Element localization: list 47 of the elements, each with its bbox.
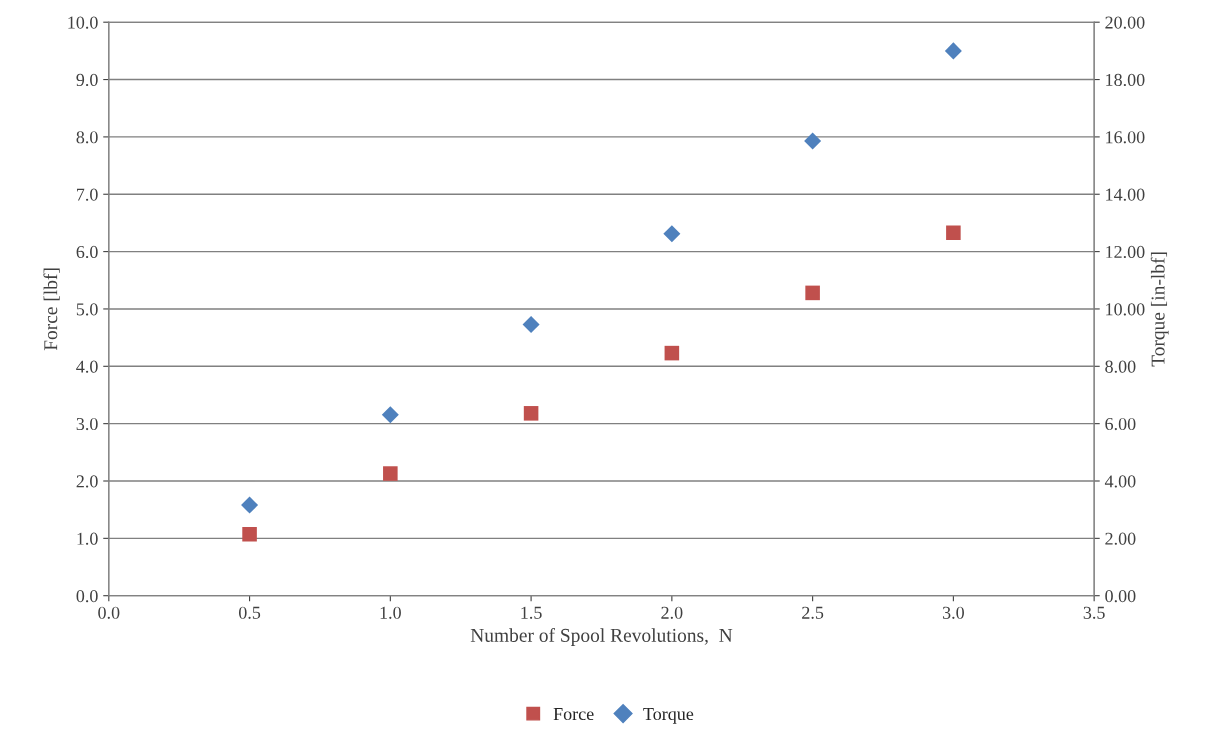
point — [664, 345, 680, 361]
y2-tick-label: 2.00 — [1105, 532, 1136, 545]
y-axis-title: Force [lbf] — [43, 268, 60, 351]
point — [381, 406, 399, 424]
y-tick-label: 5.0 — [76, 303, 98, 316]
point — [804, 132, 822, 150]
y-tick-label: 6.0 — [76, 245, 98, 259]
y-tick-label: 4.0 — [76, 360, 98, 373]
y-tick-label: 3.0 — [76, 417, 98, 431]
x-tick-label: 3.0 — [942, 606, 964, 619]
y2-tick-label: 14.00 — [1106, 188, 1145, 201]
point — [944, 42, 962, 60]
legend-label: Force — [553, 708, 594, 721]
y2-tick-label: 18.00 — [1106, 73, 1145, 87]
y2-tick-label: 20.00 — [1105, 16, 1145, 29]
y-tick-label: 1.0 — [77, 532, 98, 545]
point — [805, 285, 820, 301]
y2-axis-title: Torque [in-lbf] — [1150, 252, 1169, 367]
y-tick-label: 2.0 — [76, 475, 98, 488]
point — [383, 466, 398, 481]
y2-tick-label: 4.00 — [1104, 475, 1136, 488]
y2-tick-label: 10.00 — [1106, 303, 1145, 316]
y2-tick-label: 6.00 — [1105, 417, 1136, 431]
y2-tick-label: 16.00 — [1106, 131, 1145, 144]
x-axis-title: Number of Spool Revolutions, N — [470, 628, 733, 646]
point — [946, 225, 961, 240]
x-tick-label: 2.5 — [802, 606, 824, 619]
y2-tick-label: 12.00 — [1106, 245, 1145, 259]
y-tick-label: 8.0 — [76, 131, 98, 144]
y2-tick-label: 8.00 — [1105, 360, 1136, 373]
point — [523, 406, 539, 421]
x-tick-label: 1.0 — [380, 606, 401, 619]
y-tick-label: 7.0 — [77, 188, 98, 201]
y-tick-label: 9.0 — [76, 73, 98, 87]
y2-tick-label: 0.00 — [1105, 589, 1136, 603]
legend-label: Torque — [643, 708, 694, 724]
x-tick-label: 0.0 — [98, 606, 120, 619]
x-tick-label: 0.5 — [238, 606, 261, 619]
point — [241, 496, 259, 514]
x-tick-label: 1.5 — [521, 606, 542, 619]
point — [663, 225, 681, 243]
point — [242, 527, 257, 542]
x-tick-label: 3.5 — [1083, 606, 1105, 619]
point — [522, 315, 540, 333]
y-tick-label: 0.0 — [76, 589, 98, 603]
y-tick-label: 10.0 — [68, 16, 98, 29]
x-tick-label: 2.0 — [661, 606, 683, 619]
